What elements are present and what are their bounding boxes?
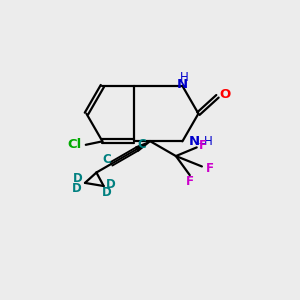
Polygon shape bbox=[136, 141, 150, 151]
Text: –: – bbox=[198, 136, 205, 150]
Text: D: D bbox=[73, 172, 82, 185]
Text: N: N bbox=[189, 135, 200, 148]
Text: H: H bbox=[204, 135, 213, 148]
Text: D: D bbox=[71, 182, 81, 195]
Text: C: C bbox=[102, 152, 111, 166]
Text: F: F bbox=[199, 139, 207, 152]
Text: C: C bbox=[137, 138, 146, 151]
Text: D: D bbox=[102, 187, 112, 200]
Text: H: H bbox=[180, 71, 188, 84]
Text: D: D bbox=[106, 178, 116, 191]
Text: F: F bbox=[206, 162, 214, 175]
Text: Cl: Cl bbox=[67, 138, 82, 151]
Text: F: F bbox=[186, 175, 194, 188]
Text: O: O bbox=[220, 88, 231, 101]
Text: N: N bbox=[177, 78, 188, 91]
